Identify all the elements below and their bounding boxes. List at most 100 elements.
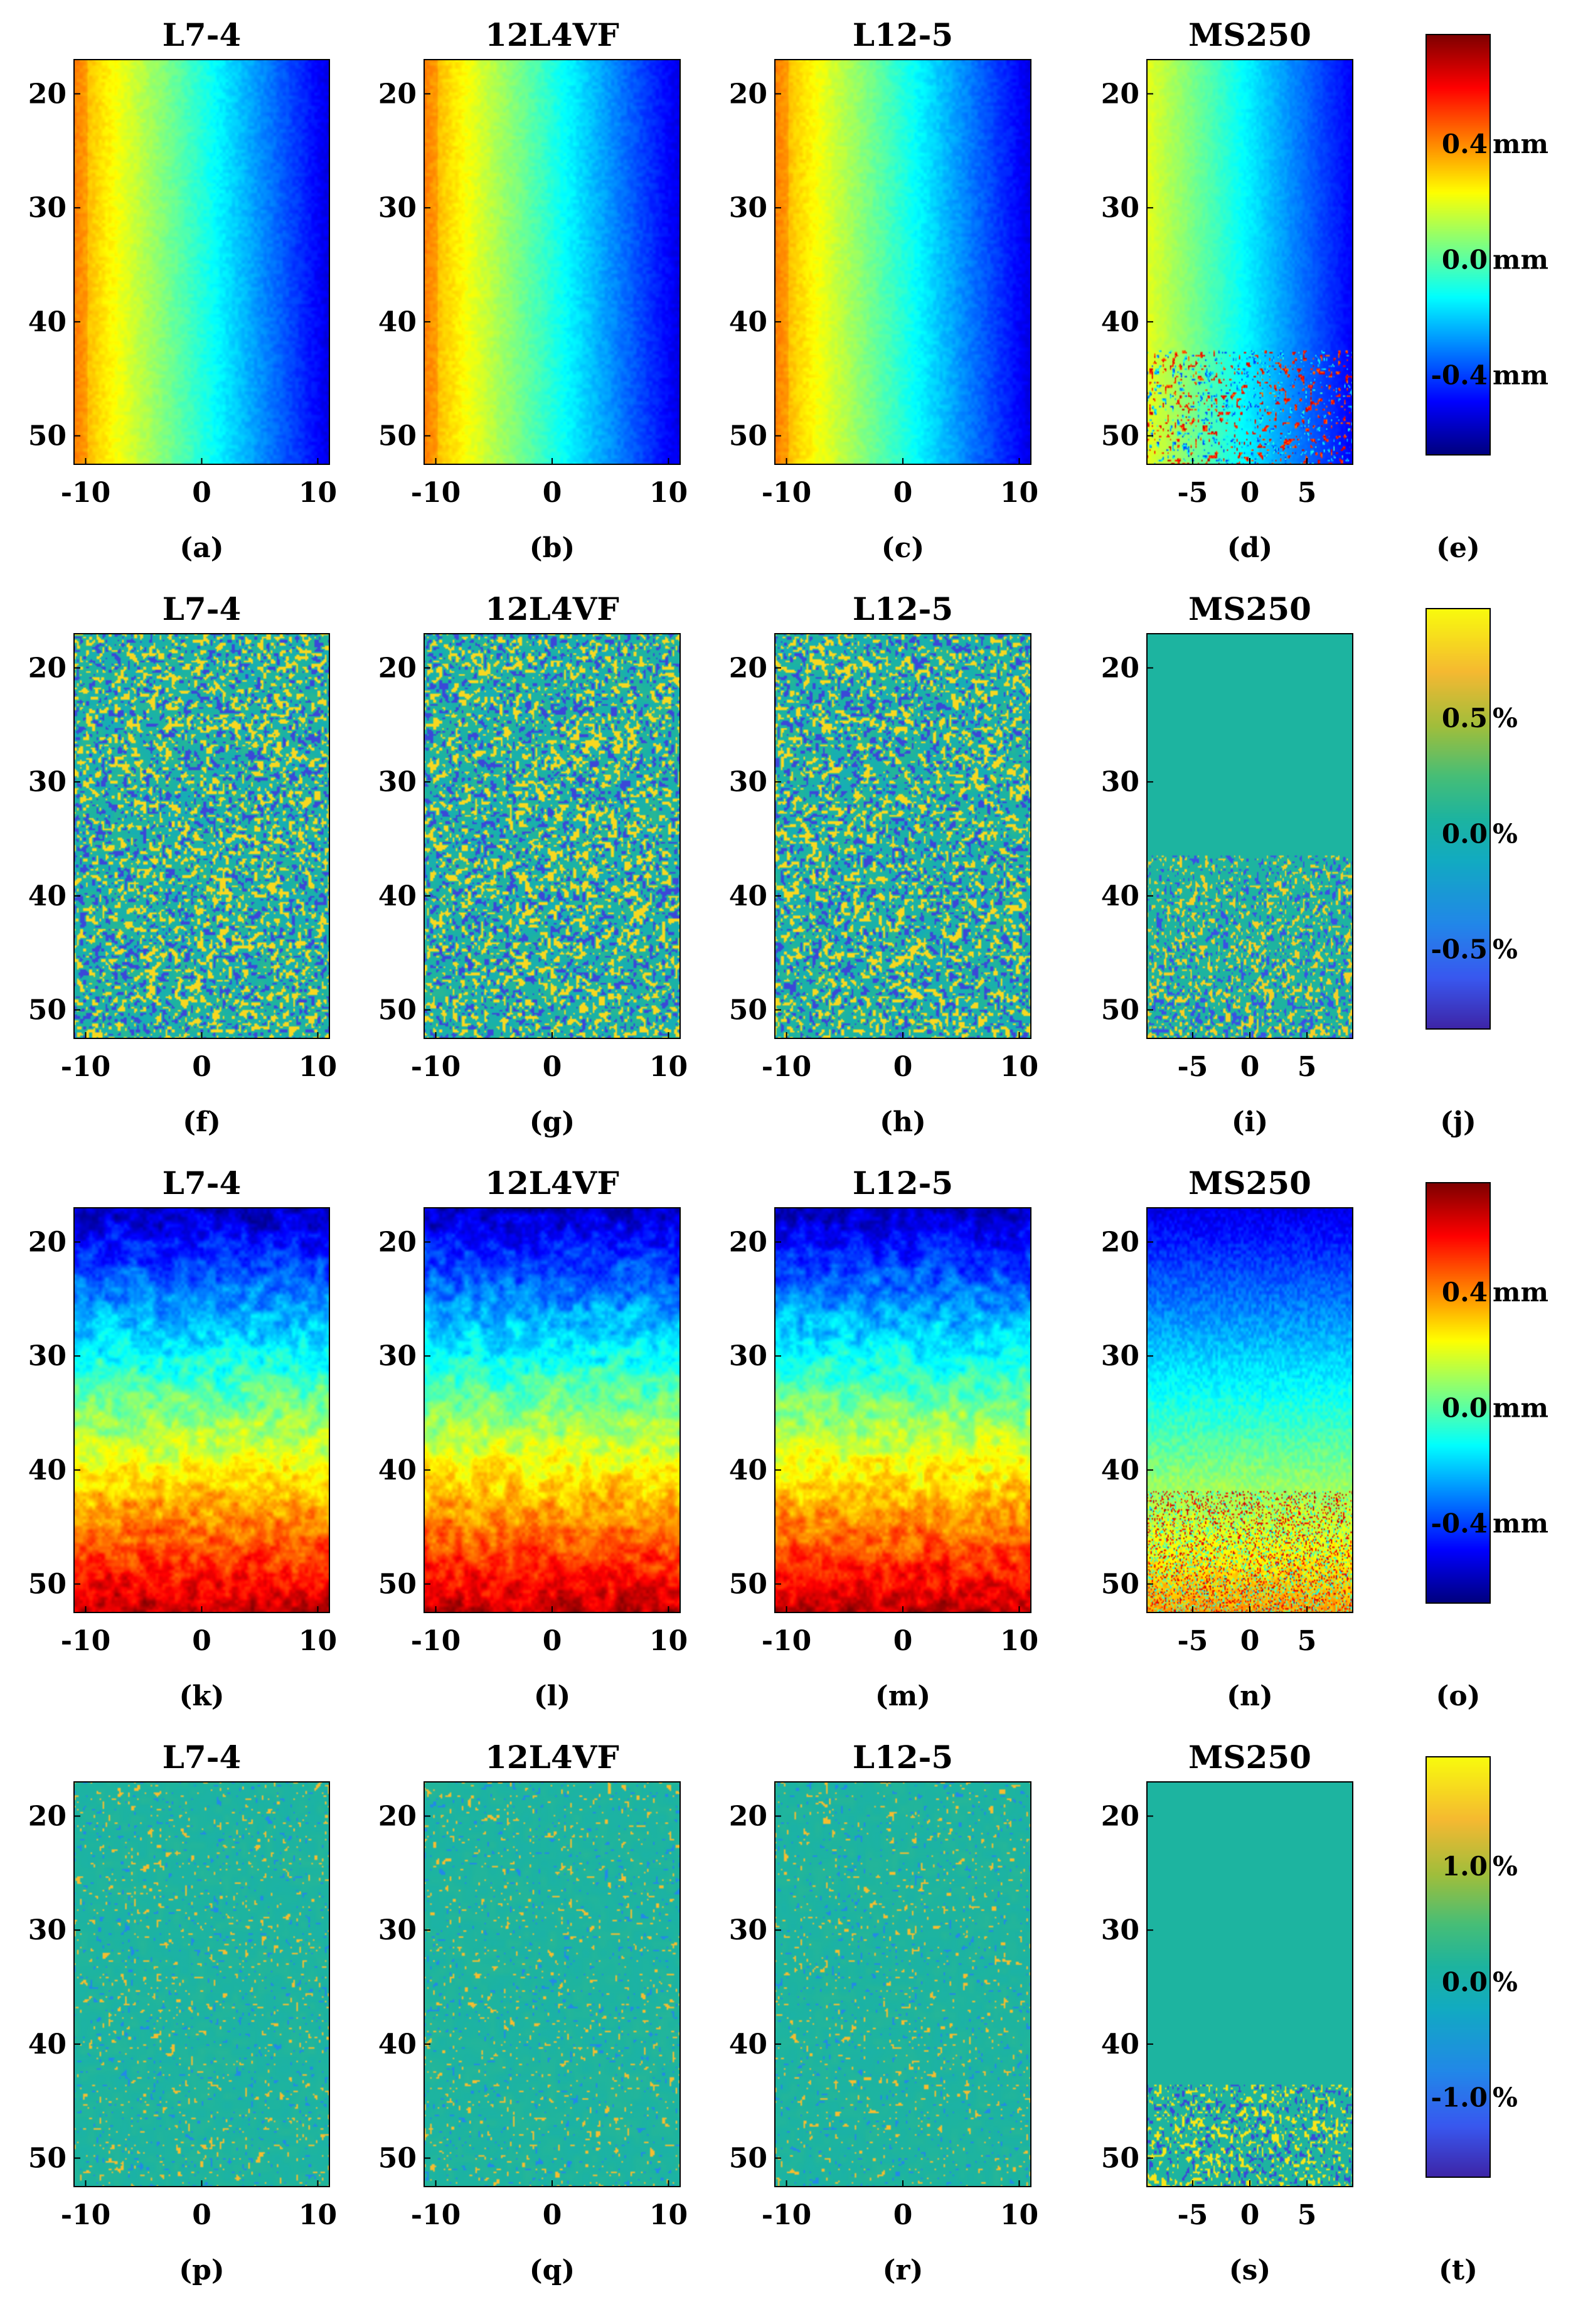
x-tick-label: -10 bbox=[762, 477, 812, 509]
y-tick-label: 30 bbox=[378, 1340, 417, 1372]
heatmap-a bbox=[74, 60, 329, 464]
y-tick-label: 20 bbox=[378, 78, 417, 110]
y-tick-label: 40 bbox=[378, 880, 417, 912]
heatmap-f bbox=[74, 634, 329, 1038]
colorbar-unit: % bbox=[1493, 1966, 1518, 1997]
x-tick-label: -10 bbox=[61, 2199, 111, 2231]
y-tick-label: 40 bbox=[729, 306, 767, 338]
y-tick-label: 30 bbox=[28, 766, 67, 798]
y-tick-label: 40 bbox=[28, 880, 67, 912]
panel-label: (l) bbox=[534, 1680, 570, 1712]
panel-title: L12-5 bbox=[853, 16, 953, 53]
x-tick-label: 0 bbox=[893, 477, 913, 509]
colorbar-unit: mm bbox=[1493, 244, 1548, 275]
y-tick-label: 40 bbox=[378, 306, 417, 338]
panel-f: L7-4 20 30 40 50 -10 0 10 (f) bbox=[28, 590, 337, 1138]
y-tick-label: 20 bbox=[729, 78, 767, 110]
x-tick-label: 0 bbox=[893, 1051, 913, 1083]
colorbar-frame bbox=[1425, 1182, 1491, 1604]
x-tick-label: 0 bbox=[192, 2199, 211, 2231]
panel-label: (d) bbox=[1227, 532, 1272, 564]
colorbar-tick-label: 0.0 bbox=[1442, 1392, 1488, 1423]
y-tick-label: 40 bbox=[1101, 2028, 1139, 2060]
colorbar-unit: % bbox=[1493, 934, 1518, 965]
x-tick-label: 0 bbox=[893, 2199, 913, 2231]
heatmap-i bbox=[1147, 634, 1353, 1038]
colorbar-unit: mm bbox=[1493, 1508, 1548, 1539]
panel-title: L12-5 bbox=[853, 1739, 953, 1776]
colorbar-tick-label: 0.0 bbox=[1442, 244, 1488, 275]
panel-title: MS250 bbox=[1188, 16, 1311, 53]
heatmap-r bbox=[775, 1782, 1031, 2187]
panel-m: L12-5 20 30 40 50 -10 0 10 (m) bbox=[729, 1165, 1038, 1712]
x-tick-label: 0 bbox=[1240, 477, 1260, 509]
colorbar-tick-label: 0.0 bbox=[1442, 818, 1488, 849]
y-tick-label: 30 bbox=[1101, 192, 1139, 224]
panel-label: (n) bbox=[1227, 1680, 1273, 1712]
panel-title: L7-4 bbox=[163, 590, 242, 627]
panel-title: 12L4VF bbox=[485, 590, 619, 627]
colorbar-gradient bbox=[1426, 609, 1490, 1029]
y-tick-label: 40 bbox=[28, 2028, 67, 2060]
panel-a: L7-4 20 30 40 50 -10 0 10 (a) bbox=[28, 16, 337, 564]
panel-label: (t) bbox=[1439, 2254, 1478, 2286]
x-tick-label: 10 bbox=[299, 2199, 337, 2231]
x-tick-label: 10 bbox=[1000, 1625, 1038, 1657]
panel-title: 12L4VF bbox=[485, 1739, 619, 1776]
y-tick-label: 50 bbox=[1101, 1569, 1139, 1601]
x-tick-label: 5 bbox=[1298, 2199, 1317, 2231]
y-tick-label: 30 bbox=[729, 1914, 767, 1946]
y-tick-label: 50 bbox=[729, 994, 767, 1026]
x-tick-label: 0 bbox=[192, 1051, 211, 1083]
panel-title: MS250 bbox=[1188, 1165, 1311, 1202]
panel-label: (f) bbox=[183, 1106, 221, 1138]
panel-c: L12-5 20 30 40 50 -10 0 10 (c) bbox=[729, 16, 1038, 564]
y-tick-label: 40 bbox=[28, 1454, 67, 1486]
heatmap-b bbox=[424, 60, 680, 464]
panel-label: (g) bbox=[530, 1106, 575, 1138]
panel-h: L12-5 20 30 40 50 -10 0 10 (h) bbox=[729, 590, 1038, 1138]
x-tick-label: 10 bbox=[1000, 2199, 1038, 2231]
colorbar-tick-label: -1.0 bbox=[1431, 2082, 1488, 2113]
panel-d: MS250 20 30 40 50 -5 0 5 (d) bbox=[1101, 16, 1353, 564]
x-tick-label: 10 bbox=[1000, 477, 1038, 509]
colorbar-o: 0.4 mm0.0 mm-0.4 mm(o) bbox=[1425, 1182, 1548, 1712]
panel-title: L12-5 bbox=[853, 590, 953, 627]
y-tick-label: 40 bbox=[1101, 306, 1139, 338]
y-tick-label: 20 bbox=[28, 1801, 67, 1833]
panel-b: 12L4VF 20 30 40 50 -10 0 10 (b) bbox=[378, 16, 688, 564]
colorbar-tick-label: 0.4 bbox=[1442, 129, 1488, 159]
heatmap-n bbox=[1147, 1208, 1353, 1612]
colorbar-tick-label: -0.5 bbox=[1431, 934, 1488, 965]
panel-label: (j) bbox=[1440, 1106, 1476, 1138]
x-tick-label: -5 bbox=[1177, 477, 1208, 509]
colorbar-gradient bbox=[1426, 35, 1490, 455]
y-tick-label: 40 bbox=[378, 2028, 417, 2060]
y-tick-label: 30 bbox=[378, 1914, 417, 1946]
colorbar-tick-label: 1.0 bbox=[1442, 1851, 1488, 1882]
x-tick-label: 0 bbox=[192, 477, 211, 509]
y-tick-label: 40 bbox=[28, 306, 67, 338]
x-tick-label: -10 bbox=[762, 1625, 812, 1657]
panel-label: (b) bbox=[530, 532, 575, 564]
colorbar-tick-label: 0.5 bbox=[1442, 703, 1488, 733]
colorbar-t: 1.0 %0.0 %-1.0 %(t) bbox=[1425, 1756, 1518, 2286]
heatmap-s bbox=[1147, 1782, 1353, 2187]
panel-label: (c) bbox=[882, 532, 924, 564]
y-tick-label: 20 bbox=[1101, 1227, 1139, 1259]
y-tick-label: 20 bbox=[1101, 653, 1139, 685]
colorbar-unit: mm bbox=[1493, 129, 1548, 159]
y-tick-label: 30 bbox=[1101, 766, 1139, 798]
y-tick-label: 20 bbox=[1101, 1801, 1139, 1833]
panel-s: MS250 20 30 40 50 -5 0 5 (s) bbox=[1101, 1739, 1353, 2286]
y-tick-label: 50 bbox=[28, 420, 67, 452]
x-tick-label: -5 bbox=[1177, 2199, 1208, 2231]
y-tick-label: 20 bbox=[1101, 78, 1139, 110]
y-tick-label: 30 bbox=[729, 1340, 767, 1372]
x-tick-label: 5 bbox=[1298, 477, 1317, 509]
x-tick-label: -5 bbox=[1177, 1051, 1208, 1083]
x-tick-label: 0 bbox=[1240, 2199, 1260, 2231]
panel-l: 12L4VF 20 30 40 50 -10 0 10 (l) bbox=[378, 1165, 688, 1712]
panel-label: (i) bbox=[1232, 1106, 1268, 1138]
